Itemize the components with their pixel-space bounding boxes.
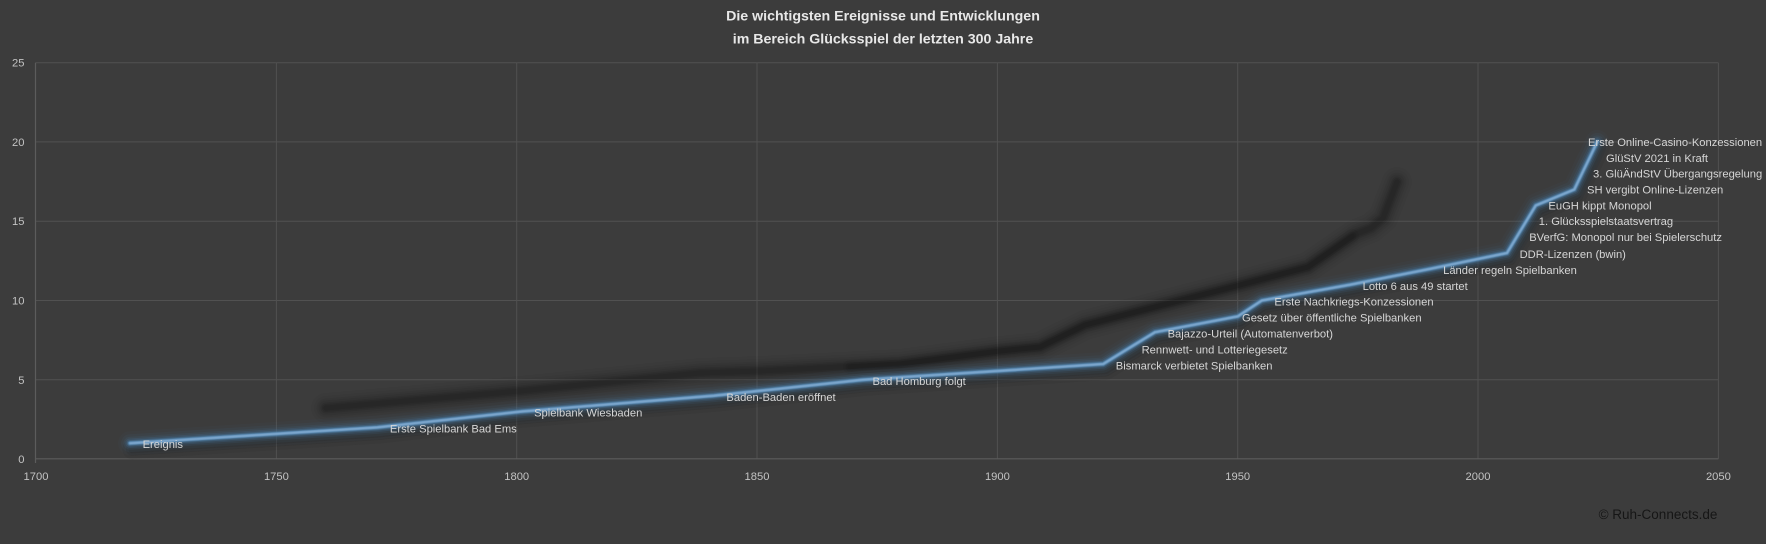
svg-text:© Ruh-Connects.de: © Ruh-Connects.de bbox=[1599, 507, 1718, 522]
svg-text:25: 25 bbox=[12, 58, 24, 70]
svg-text:DDR-Lizenzen (bwin): DDR-Lizenzen (bwin) bbox=[1520, 249, 1627, 261]
svg-text:0: 0 bbox=[18, 454, 24, 466]
svg-text:Die wichtigsten Ereignisse und: Die wichtigsten Ereignisse und Entwicklu… bbox=[726, 9, 1040, 25]
svg-text:1900: 1900 bbox=[985, 471, 1010, 483]
svg-text:BVerfG: Monopol nur bei Spiele: BVerfG: Monopol nur bei Spielerschutz bbox=[1529, 232, 1722, 244]
svg-text:1. Glücksspielstaatsvertrag: 1. Glücksspielstaatsvertrag bbox=[1539, 216, 1673, 228]
svg-text:Ereignis: Ereignis bbox=[143, 439, 184, 451]
svg-text:5: 5 bbox=[18, 375, 24, 387]
svg-text:Länder regeln Spielbanken: Länder regeln Spielbanken bbox=[1443, 265, 1577, 277]
svg-text:3. GlüÄndStV Übergangsregelung: 3. GlüÄndStV Übergangsregelung bbox=[1593, 169, 1762, 181]
svg-text:2000: 2000 bbox=[1466, 471, 1491, 483]
svg-text:2050: 2050 bbox=[1706, 471, 1731, 483]
svg-text:10: 10 bbox=[12, 296, 24, 308]
svg-text:Erste Nachkriegs-Konzessionen: Erste Nachkriegs-Konzessionen bbox=[1274, 297, 1433, 309]
svg-text:1950: 1950 bbox=[1225, 471, 1250, 483]
svg-text:GlüStV 2021 in Kraft: GlüStV 2021 in Kraft bbox=[1606, 153, 1709, 165]
svg-text:1800: 1800 bbox=[504, 471, 529, 483]
svg-text:Bad Homburg folgt: Bad Homburg folgt bbox=[873, 376, 967, 388]
svg-text:15: 15 bbox=[12, 216, 24, 228]
svg-text:Rennwett- und Lotteriegesetz: Rennwett- und Lotteriegesetz bbox=[1142, 344, 1289, 356]
svg-text:Spielbank Wiesbaden: Spielbank Wiesbaden bbox=[534, 408, 642, 420]
svg-text:Lotto 6 aus 49 startet: Lotto 6 aus 49 startet bbox=[1363, 281, 1469, 293]
svg-text:1750: 1750 bbox=[264, 471, 289, 483]
svg-text:Bismarck verbietet Spielbanken: Bismarck verbietet Spielbanken bbox=[1116, 361, 1273, 373]
svg-text:im Bereich Glücksspiel der let: im Bereich Glücksspiel der letzten 300 J… bbox=[733, 32, 1034, 48]
svg-text:SH vergibt Online-Lizenzen: SH vergibt Online-Lizenzen bbox=[1587, 185, 1723, 197]
svg-text:Baden-Baden eröffnet: Baden-Baden eröffnet bbox=[726, 392, 836, 404]
svg-text:EuGH kippt Monopol: EuGH kippt Monopol bbox=[1548, 200, 1651, 212]
svg-text:Erste Online-Casino-Konzession: Erste Online-Casino-Konzessionen bbox=[1588, 137, 1762, 149]
svg-text:1850: 1850 bbox=[745, 471, 770, 483]
svg-text:20: 20 bbox=[12, 137, 24, 149]
svg-text:Erste Spielbank Bad Ems: Erste Spielbank Bad Ems bbox=[390, 423, 517, 435]
svg-text:1700: 1700 bbox=[24, 471, 49, 483]
svg-text:Gesetz über öffentliche Spielb: Gesetz über öffentliche Spielbanken bbox=[1242, 313, 1422, 325]
svg-text:Bajazzo-Urteil (Automatenverbo: Bajazzo-Urteil (Automatenverbot) bbox=[1168, 328, 1334, 340]
